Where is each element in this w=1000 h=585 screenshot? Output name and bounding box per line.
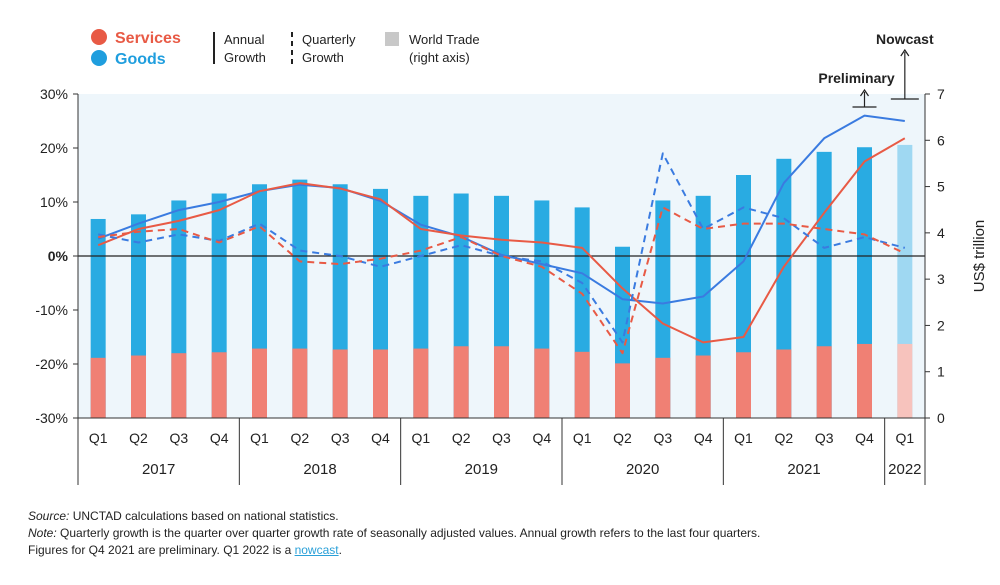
right-tick-label-4: 3 — [937, 271, 945, 287]
services-bar-18 — [816, 346, 832, 418]
quarter-label-20: Q1 — [895, 430, 914, 446]
services-bar-8 — [413, 348, 429, 418]
right-tick-label-1: 6 — [937, 132, 945, 148]
quarter-label-3: Q4 — [210, 430, 229, 446]
services-bar-6 — [332, 349, 348, 418]
quarter-label-11: Q4 — [532, 430, 551, 446]
world-trade-legend-label-line1: World Trade — [409, 32, 480, 47]
goods-legend-dot — [91, 50, 107, 66]
quarter-label-0: Q1 — [89, 430, 108, 446]
quarter-label-8: Q1 — [411, 430, 430, 446]
annual-legend-label-line1: Annual — [224, 32, 265, 47]
quarter-label-19: Q4 — [855, 430, 874, 446]
services-legend-label: Services — [115, 30, 181, 47]
quarter-label-18: Q3 — [815, 430, 834, 446]
left-tick-label-6: -30% — [35, 410, 68, 426]
services-bar-5 — [292, 348, 308, 418]
quarter-label-6: Q3 — [331, 430, 350, 446]
services-legend-dot — [91, 29, 107, 45]
services-bar-3 — [211, 352, 227, 418]
right-tick-label-5: 2 — [937, 317, 945, 333]
left-tick-label-4: -10% — [35, 302, 68, 318]
services-bar-0 — [90, 357, 106, 418]
services-bar-15 — [695, 355, 711, 418]
nowcast-link[interactable]: nowcast — [294, 543, 339, 557]
nowcast-label: Nowcast — [876, 31, 934, 47]
world-trade-legend-swatch — [385, 32, 399, 46]
quarter-label-12: Q1 — [573, 430, 592, 446]
left-tick-label-0: 30% — [40, 86, 68, 102]
right-tick-label-7: 0 — [937, 410, 945, 426]
services-bar-19 — [857, 343, 872, 418]
left-tick-label-2: 10% — [40, 194, 68, 210]
year-label-2017: 2017 — [142, 461, 175, 478]
left-tick-label-1: 20% — [40, 140, 68, 156]
goods-annual-growth-line — [97, 114, 905, 305]
right-tick-label-3: 4 — [937, 225, 945, 241]
year-label-2018: 2018 — [303, 461, 336, 478]
quarter-label-1: Q2 — [129, 430, 148, 446]
services-bar-10 — [494, 346, 509, 418]
world-trade-legend-label-line2: (right axis) — [409, 50, 470, 65]
services-bar-4 — [252, 348, 267, 418]
right-tick-label-2: 5 — [937, 179, 945, 195]
preliminary-label: Preliminary — [818, 70, 894, 86]
quarter-label-2: Q3 — [169, 430, 188, 446]
footnotes: Source: UNCTAD calculations based on nat… — [28, 508, 968, 559]
preliminary-arrow-head — [860, 88, 869, 97]
quarter-label-15: Q4 — [694, 430, 713, 446]
services-quarterly-growth-line — [98, 206, 906, 355]
quarter-label-17: Q2 — [774, 430, 793, 446]
quarter-label-5: Q2 — [290, 430, 309, 446]
services-annual-growth-line — [97, 137, 906, 344]
services-bar-14 — [655, 357, 671, 418]
services-bar-2 — [171, 353, 187, 418]
services-bar-20 — [897, 343, 913, 418]
goods-quarterly-growth-line — [98, 152, 906, 344]
quarter-label-14: Q3 — [653, 430, 672, 446]
quarter-label-7: Q4 — [371, 430, 390, 446]
right-tick-label-6: 1 — [937, 364, 945, 380]
services-bar-16 — [736, 352, 751, 418]
year-label-2022: 2022 — [888, 461, 921, 478]
services-bar-12 — [574, 351, 590, 418]
nowcast-arrow-head — [900, 48, 910, 57]
right-tick-label-0: 7 — [937, 86, 945, 102]
services-bar-1 — [131, 355, 146, 418]
quarterly-legend-label-line2: Growth — [302, 50, 344, 65]
services-bar-13 — [615, 363, 630, 418]
annual-legend-label-line2: Growth — [224, 50, 266, 65]
quarter-label-4: Q1 — [250, 430, 269, 446]
services-bar-17 — [776, 349, 792, 418]
year-label-2019: 2019 — [465, 461, 498, 478]
left-tick-label-5: -20% — [35, 356, 68, 372]
preliminary-note: Figures for Q4 2021 are preliminary. Q1 … — [28, 543, 342, 557]
goods-legend-label: Goods — [115, 51, 166, 68]
method-note: Note: Quarterly growth is the quarter ov… — [28, 526, 761, 540]
right-axis-title: US$ trillion — [971, 220, 988, 293]
quarterly-legend-label-line1: Quarterly — [302, 32, 356, 47]
year-label-2020: 2020 — [626, 461, 659, 478]
services-bar-7 — [373, 349, 388, 418]
quarter-label-16: Q1 — [734, 430, 753, 446]
year-label-2021: 2021 — [787, 461, 820, 478]
quarter-label-9: Q2 — [452, 430, 471, 446]
quarter-label-13: Q2 — [613, 430, 632, 446]
left-tick-label-3: 0% — [48, 248, 69, 264]
services-bar-9 — [453, 346, 469, 418]
quarter-label-10: Q3 — [492, 430, 511, 446]
source-note: Source: UNCTAD calculations based on nat… — [28, 509, 339, 523]
services-bar-11 — [534, 348, 550, 418]
